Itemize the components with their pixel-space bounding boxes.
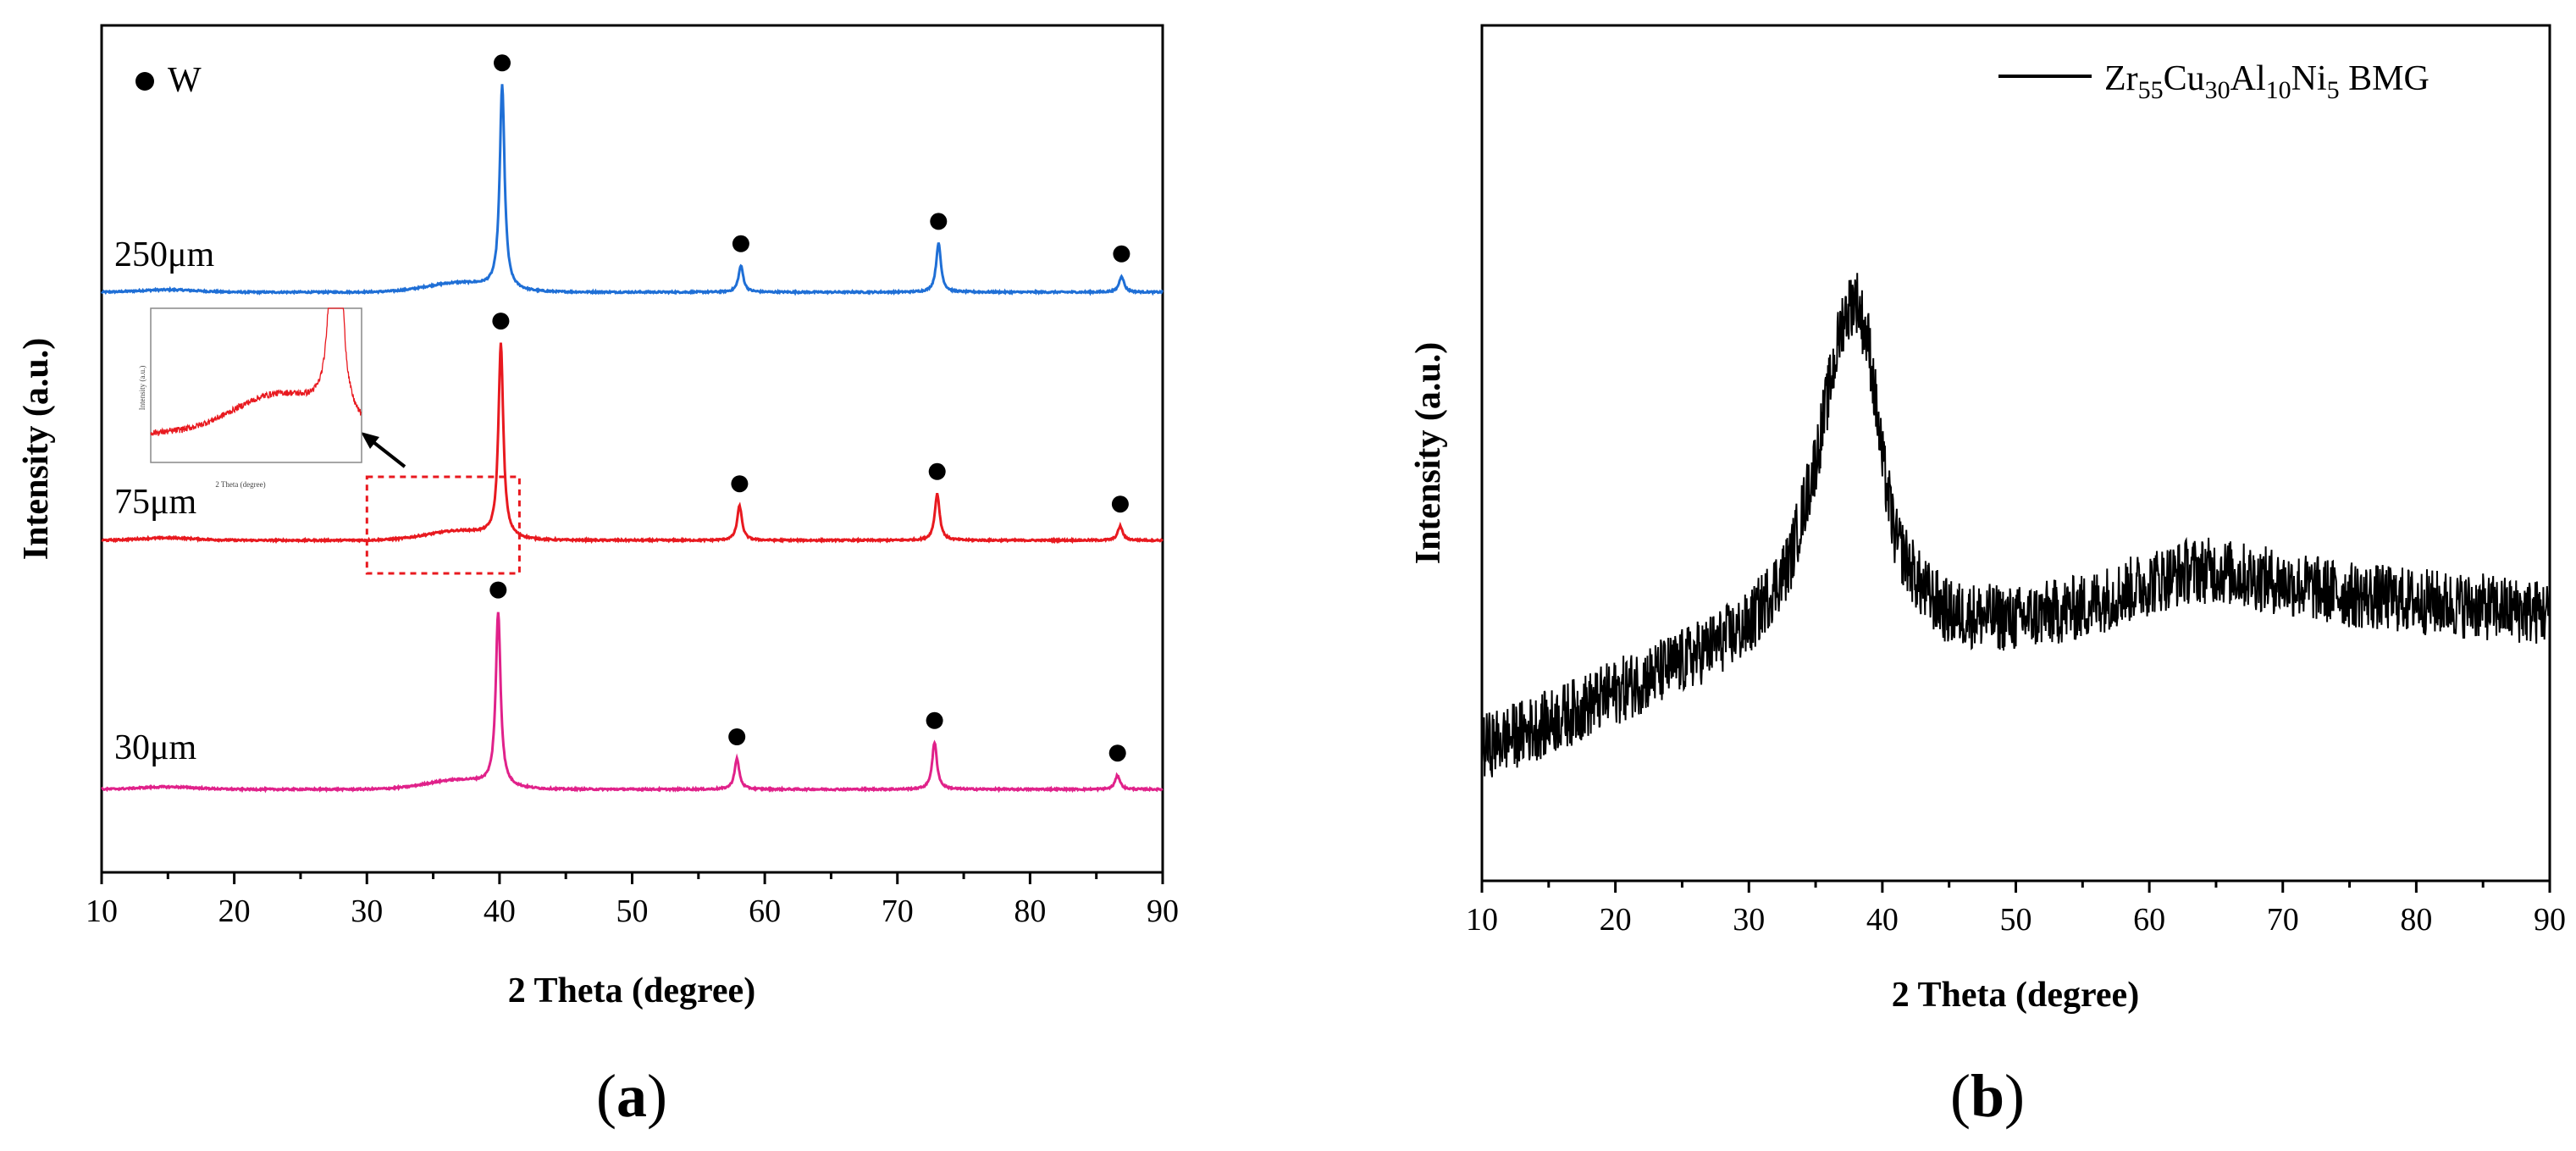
legend-bmg: BMG bbox=[2340, 59, 2430, 98]
peak-marker bbox=[1111, 495, 1129, 513]
panel-a-x-ticks: 10 20 30 40 50 60 70 80 90 bbox=[86, 872, 1179, 929]
panel-b-x-ticks: 10 20 30 40 50 60 70 80 90 bbox=[1466, 881, 2566, 938]
series-line-2 bbox=[101, 611, 1164, 794]
panel-b-x-tick-label: 90 bbox=[2534, 902, 2566, 938]
panel-a-x-tick-label: 90 bbox=[1147, 894, 1179, 929]
zoom-arrow-head bbox=[361, 432, 379, 449]
panel-a-x-tick-label: 70 bbox=[882, 894, 914, 929]
inset-plot: 2 Theta (degree) Intensity (a.u.) bbox=[138, 307, 362, 489]
panel-a-peak-markers bbox=[489, 54, 1130, 762]
panel-b-x-tick-label: 60 bbox=[2133, 902, 2165, 938]
legend-zr: Zr bbox=[2104, 59, 2138, 98]
series-line-0 bbox=[101, 84, 1164, 296]
panel-b-x-tick-label: 30 bbox=[1733, 902, 1765, 938]
panel-a-label-close: ) bbox=[647, 1062, 667, 1130]
series-label-30um: 30μm bbox=[114, 728, 197, 767]
peak-marker bbox=[489, 581, 507, 599]
series-label-75um: 75μm bbox=[114, 483, 197, 522]
peak-marker bbox=[494, 54, 511, 72]
series-label-250um: 250μm bbox=[114, 235, 215, 274]
legend-cu-sub: 30 bbox=[2205, 76, 2231, 104]
panel-a-label-open: ( bbox=[596, 1062, 616, 1130]
peak-marker bbox=[731, 475, 749, 493]
panel-a-label: (a) bbox=[596, 1062, 667, 1130]
panel-b-ylabel: Intensity (a.u.) bbox=[1409, 342, 1448, 565]
panel-a-x-tick-label: 30 bbox=[351, 894, 383, 929]
legend-cu: Cu bbox=[2164, 59, 2205, 98]
panel-b-x-tick-label: 70 bbox=[2267, 902, 2299, 938]
panel-a-x-tick-label: 10 bbox=[86, 894, 118, 929]
legend-ni-sub: 5 bbox=[2327, 76, 2340, 104]
panel-b-x-tick-label: 50 bbox=[2000, 902, 2032, 938]
panel-b-x-tick-label: 80 bbox=[2400, 902, 2432, 938]
panel-b-x-tick-label: 10 bbox=[1466, 902, 1498, 938]
panel-b-x-tick-label: 20 bbox=[1600, 902, 1632, 938]
panel-b-series-line bbox=[1481, 273, 2551, 777]
zoom-box bbox=[365, 475, 521, 575]
panel-a-x-tick-label: 80 bbox=[1014, 894, 1046, 929]
panel-b: 10 20 30 40 50 60 70 80 90 Zr55Cu30Al10Ni5 BMG 2… bbox=[1409, 24, 2566, 1130]
peak-marker bbox=[728, 728, 746, 745]
peak-marker bbox=[492, 313, 510, 330]
series-line-1 bbox=[101, 342, 1164, 545]
panel-b-legend-label: Zr55Cu30Al10Ni5 BMG bbox=[2104, 59, 2430, 104]
inset-frame bbox=[150, 307, 362, 463]
panel-a: 10 20 30 40 50 60 70 80 90 W 250μm 75μm 30μm 2 T… bbox=[17, 24, 1179, 1130]
panel-a-ylabel: Intensity (a.u.) bbox=[17, 338, 56, 561]
panel-b-label-close: ) bbox=[2004, 1062, 2025, 1130]
peak-marker bbox=[1113, 245, 1130, 263]
peak-marker bbox=[930, 213, 948, 230]
inset-curve bbox=[150, 307, 362, 437]
peak-marker bbox=[926, 711, 943, 729]
panel-b-label-open: ( bbox=[1950, 1062, 1971, 1130]
legend-zr-sub: 55 bbox=[2138, 76, 2164, 104]
panel-b-x-tick-label: 40 bbox=[1866, 902, 1899, 938]
panel-b-label: (b) bbox=[1950, 1062, 2025, 1130]
peak-marker bbox=[732, 235, 749, 252]
panel-b-xlabel: 2 Theta (degree) bbox=[1892, 976, 2139, 1015]
legend-al-sub: 10 bbox=[2266, 76, 2291, 104]
peak-marker bbox=[1108, 744, 1126, 762]
panel-a-xlabel: 2 Theta (degree) bbox=[508, 971, 755, 1010]
panel-a-legend-marker bbox=[135, 72, 154, 91]
panel-a-x-tick-label: 60 bbox=[749, 894, 781, 929]
panel-b-plot-frame bbox=[1480, 24, 2551, 883]
inset-xlabel: 2 Theta (degree) bbox=[215, 480, 265, 489]
legend-al: Al bbox=[2231, 59, 2266, 98]
panel-a-legend-label: W bbox=[168, 61, 202, 100]
panel-a-x-tick-label: 20 bbox=[218, 894, 251, 929]
legend-ni: Ni bbox=[2291, 59, 2327, 98]
panel-b-label-letter: b bbox=[1971, 1062, 2004, 1130]
panel-a-x-tick-label: 50 bbox=[616, 894, 649, 929]
panel-a-series-group bbox=[101, 84, 1164, 794]
panel-a-x-tick-label: 40 bbox=[484, 894, 516, 929]
inset-ylabel: Intensity (a.u.) bbox=[138, 366, 146, 411]
panel-a-label-letter: a bbox=[616, 1062, 647, 1130]
peak-marker bbox=[928, 462, 946, 480]
